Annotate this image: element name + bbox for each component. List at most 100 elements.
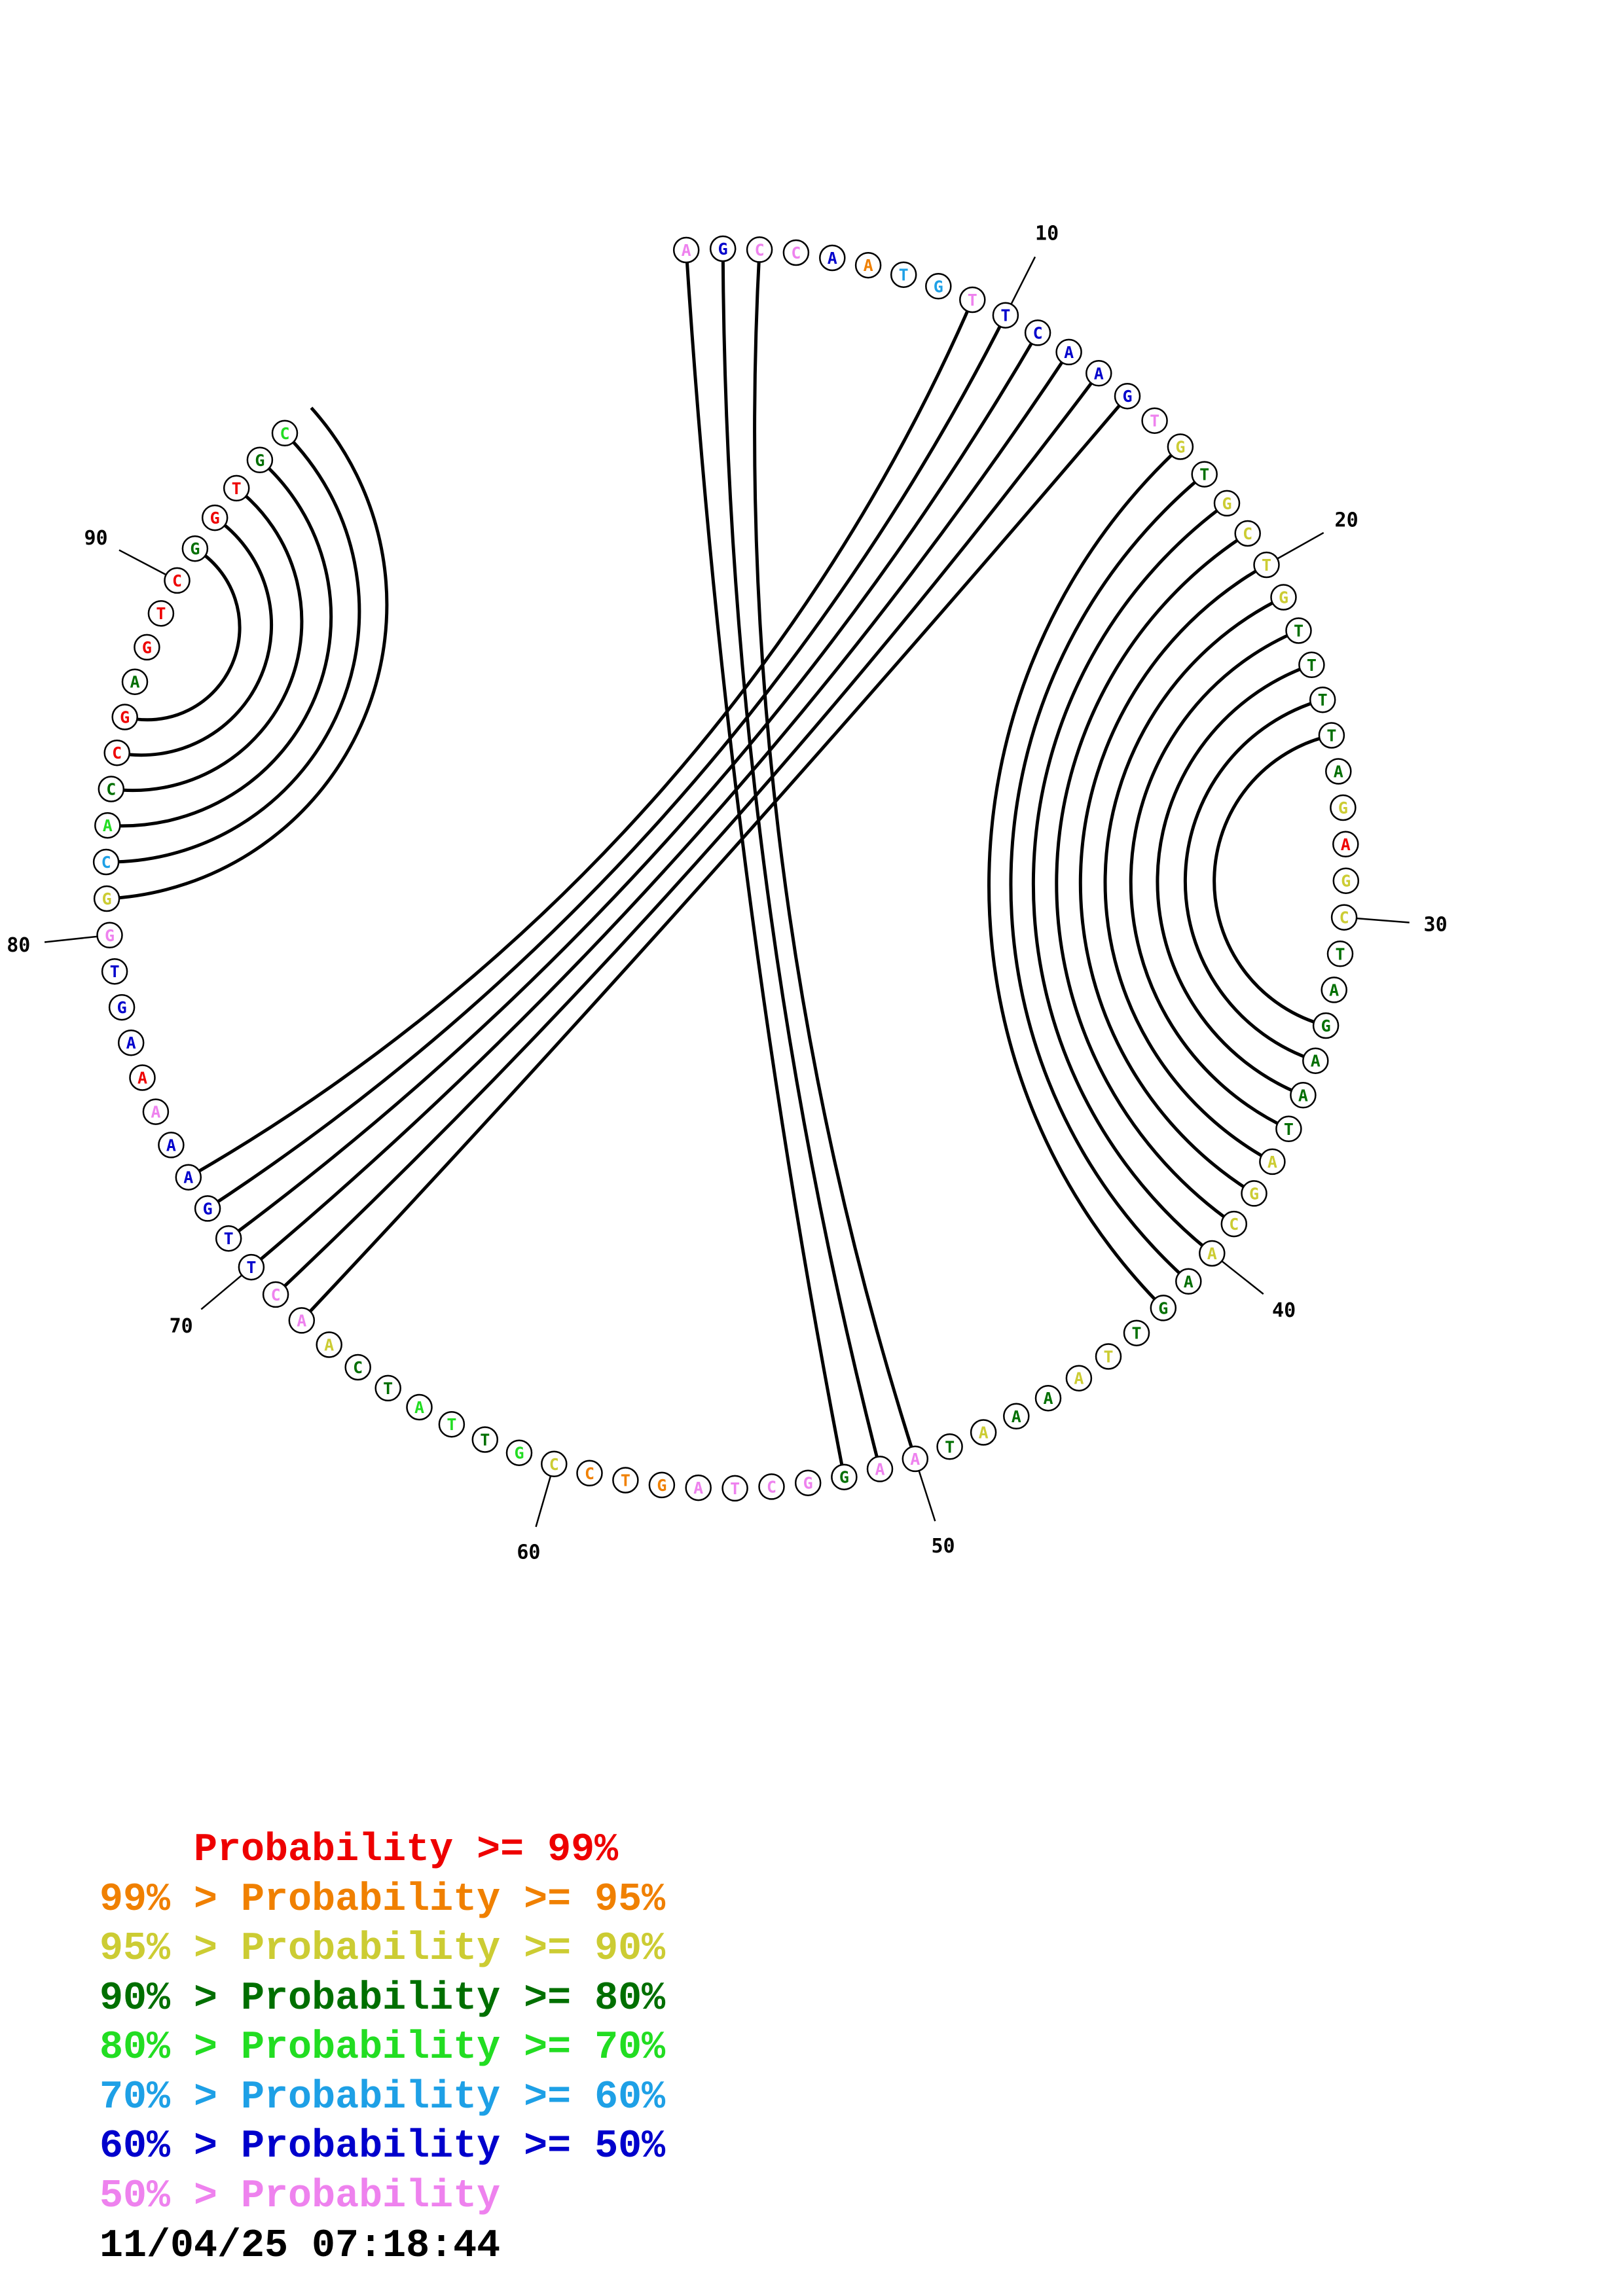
legend-label: Probability >= 95% — [241, 1877, 666, 1922]
nucleotide-letter: G — [120, 708, 130, 727]
nucleotide-circle — [758, 1473, 785, 1500]
base-pair-arc — [107, 458, 333, 828]
nucleotide-circle — [246, 446, 274, 474]
nucleotide-circle — [1141, 407, 1168, 434]
nucleotide-letter: A — [1334, 762, 1343, 781]
nucleotide-circle — [108, 994, 136, 1021]
legend-prefix — [100, 1828, 194, 1873]
nucleotide-circle — [164, 567, 191, 594]
nucleotide: G — [1213, 490, 1241, 517]
nucleotide-circle — [94, 812, 121, 839]
tick-line — [44, 935, 98, 943]
nucleotide-circle — [1309, 686, 1336, 713]
nucleotide-letter: G — [1158, 1299, 1168, 1318]
nucleotide-circle — [902, 1445, 929, 1473]
nucleotide-circle — [746, 236, 773, 263]
nucleotide-circle — [959, 286, 986, 314]
base-pair-arc — [274, 372, 1101, 1296]
nucleotide-letter: T — [1150, 412, 1159, 431]
nucleotide-letter: C — [1229, 1215, 1239, 1234]
nucleotide-letter: G — [1338, 798, 1348, 817]
nucleotide-circle — [866, 1456, 894, 1482]
nucleotide: G — [246, 446, 274, 474]
nucleotide-circle — [1175, 1268, 1202, 1295]
nucleotide-letter: G — [1321, 1016, 1331, 1035]
nucleotide: G — [505, 1439, 533, 1466]
nucleotide-circle — [223, 475, 250, 502]
base-pair-arc — [1009, 473, 1206, 1283]
nucleotide: G — [111, 704, 138, 730]
tick-line — [1010, 256, 1036, 305]
base-pair-arc — [753, 249, 917, 1460]
nucleotide-letter: C — [106, 780, 116, 799]
nucleotide-circle — [925, 273, 952, 300]
tick-label: 20 — [1335, 509, 1359, 531]
nucleotide-circle — [92, 848, 120, 876]
position-ticks: 10 20 30 40 50 60 70 80 90 — [7, 223, 1447, 1564]
nucleotide-letter: C — [353, 1358, 363, 1377]
base-pair-arc — [250, 351, 1070, 1269]
nucleotide: T — [471, 1426, 499, 1453]
nucleotide-circle — [505, 1439, 533, 1466]
nucleotide: G — [794, 1469, 822, 1496]
tick-label: 10 — [1035, 223, 1059, 245]
nucleotide-circle — [271, 420, 299, 447]
nucleotide-letter: T — [480, 1431, 490, 1450]
nucleotide-circle — [142, 1098, 170, 1125]
nucleotide: T — [1309, 686, 1336, 713]
nucleotide: T — [1285, 617, 1312, 644]
nucleotide: A — [406, 1393, 433, 1421]
nucleotide-circle — [685, 1474, 712, 1501]
nucleotide: T — [1095, 1343, 1122, 1370]
base-pair-arc — [721, 248, 882, 1470]
nucleotide-circle — [1095, 1343, 1122, 1370]
tick-line — [535, 1475, 552, 1528]
nucleotide: T — [238, 1253, 265, 1281]
nucleotide-letter: G — [190, 539, 200, 558]
nucleotide-circle — [1167, 433, 1194, 460]
nucleotide-circle — [134, 634, 160, 661]
legend-prefix: 90% > — [100, 1976, 242, 2021]
nucleotide: G — [134, 634, 160, 661]
nucleotide-circle — [1330, 794, 1357, 821]
nucleotide: T — [1123, 1319, 1150, 1346]
nucleotide-letter: G — [718, 240, 728, 259]
nucleotide-letter: T — [383, 1379, 393, 1398]
nucleotide-letter: G — [255, 451, 264, 470]
nucleotide: A — [854, 251, 882, 279]
nucleotide-circle — [181, 535, 209, 562]
nucleotide-circle — [175, 1164, 202, 1191]
nucleotide-letter: C — [280, 424, 289, 443]
nucleotide-circle — [1253, 551, 1280, 579]
nucleotide: A — [1065, 1365, 1093, 1391]
legend-row: 70% > Probability >= 60% — [100, 2073, 665, 2123]
nucleotide-letter: T — [1326, 726, 1336, 745]
nucleotide-circle — [262, 1281, 289, 1308]
nucleotide-letter: A — [864, 256, 873, 275]
nucleotide-letter: T — [1103, 1348, 1113, 1367]
nucleotide-letter: G — [657, 1476, 666, 1495]
nucleotide-letter: G — [1122, 387, 1132, 406]
nucleotide-letter: A — [693, 1479, 703, 1498]
nucleotide: A — [121, 668, 149, 695]
nucleotide-letter: A — [1311, 1052, 1321, 1071]
nucleotide-circle — [1332, 867, 1360, 894]
base-pair-arc — [124, 547, 242, 722]
nucleotide-circle — [831, 1463, 858, 1490]
nucleotide-letter: C — [1243, 524, 1252, 543]
nucleotide-circle — [1085, 360, 1112, 387]
nucleotide: C — [271, 420, 299, 447]
nucleotide-letter: T — [447, 1415, 456, 1434]
nucleotide: G — [1332, 867, 1360, 894]
nucleotide-circle — [471, 1426, 499, 1453]
nucleotide-letter: C — [101, 853, 111, 872]
nucleotide: C — [98, 776, 125, 802]
nucleotide-letter: A — [1298, 1086, 1308, 1105]
nucleotide-letter: G — [934, 277, 943, 296]
base-pair-arc — [1103, 596, 1285, 1164]
nucleotide-letter: A — [1074, 1369, 1084, 1388]
nucleotide-letter: C — [1033, 323, 1043, 342]
nucleotide: A — [1325, 758, 1352, 785]
legend-row: 60% > Probability >= 50% — [100, 2123, 665, 2172]
nucleotide: T — [101, 958, 128, 985]
